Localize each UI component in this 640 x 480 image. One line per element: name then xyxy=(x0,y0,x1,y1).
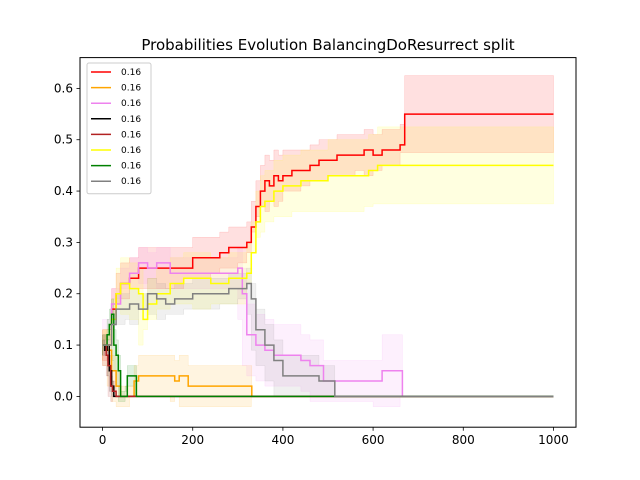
x-tick-label: 0 xyxy=(99,433,107,447)
y-axis: 0.0 0.1 0.2 0.3 0.4 0.5 0.6 xyxy=(54,81,80,403)
y-tick-label: 0.6 xyxy=(54,81,73,95)
legend-label: 0.16 xyxy=(121,146,141,156)
legend-label: 0.16 xyxy=(121,84,141,94)
line-series-3 xyxy=(102,344,554,398)
x-tick-label: 400 xyxy=(271,433,294,447)
series-lines xyxy=(102,113,554,398)
y-tick-label: 0.4 xyxy=(54,184,73,198)
x-tick-label: 200 xyxy=(181,433,204,447)
legend-label: 0.16 xyxy=(121,177,141,187)
legend-label: 0.16 xyxy=(121,99,141,109)
x-tick-label: 800 xyxy=(452,433,475,447)
line-series-5 xyxy=(102,164,554,346)
x-tick-label: 1000 xyxy=(538,433,569,447)
y-tick-label: 0.1 xyxy=(54,338,73,352)
legend-label: 0.16 xyxy=(121,130,141,140)
line-series-1 xyxy=(102,344,554,398)
y-tick-label: 0.3 xyxy=(54,235,73,249)
y-tick-label: 0.0 xyxy=(54,389,73,403)
line-series-6 xyxy=(102,313,554,398)
x-axis: 0 200 400 600 800 1000 xyxy=(99,427,569,447)
legend-box xyxy=(86,62,152,195)
legend-label: 0.16 xyxy=(121,162,141,172)
line-series-7 xyxy=(102,282,554,398)
line-series-2 xyxy=(102,262,554,398)
band-series-5 xyxy=(102,126,554,361)
x-tick-label: 600 xyxy=(362,433,385,447)
y-tick-label: 0.2 xyxy=(54,287,73,301)
y-tick-label: 0.5 xyxy=(54,133,73,147)
legend-label: 0.16 xyxy=(121,115,141,125)
legend-label: 0.16 xyxy=(121,68,141,78)
line-series-4 xyxy=(102,344,554,398)
legend: 0.16 0.16 0.16 0.16 0.16 0.16 0.16 0.16 xyxy=(86,62,152,195)
chart-title: Probabilities Evolution BalancingDoResur… xyxy=(141,36,514,54)
